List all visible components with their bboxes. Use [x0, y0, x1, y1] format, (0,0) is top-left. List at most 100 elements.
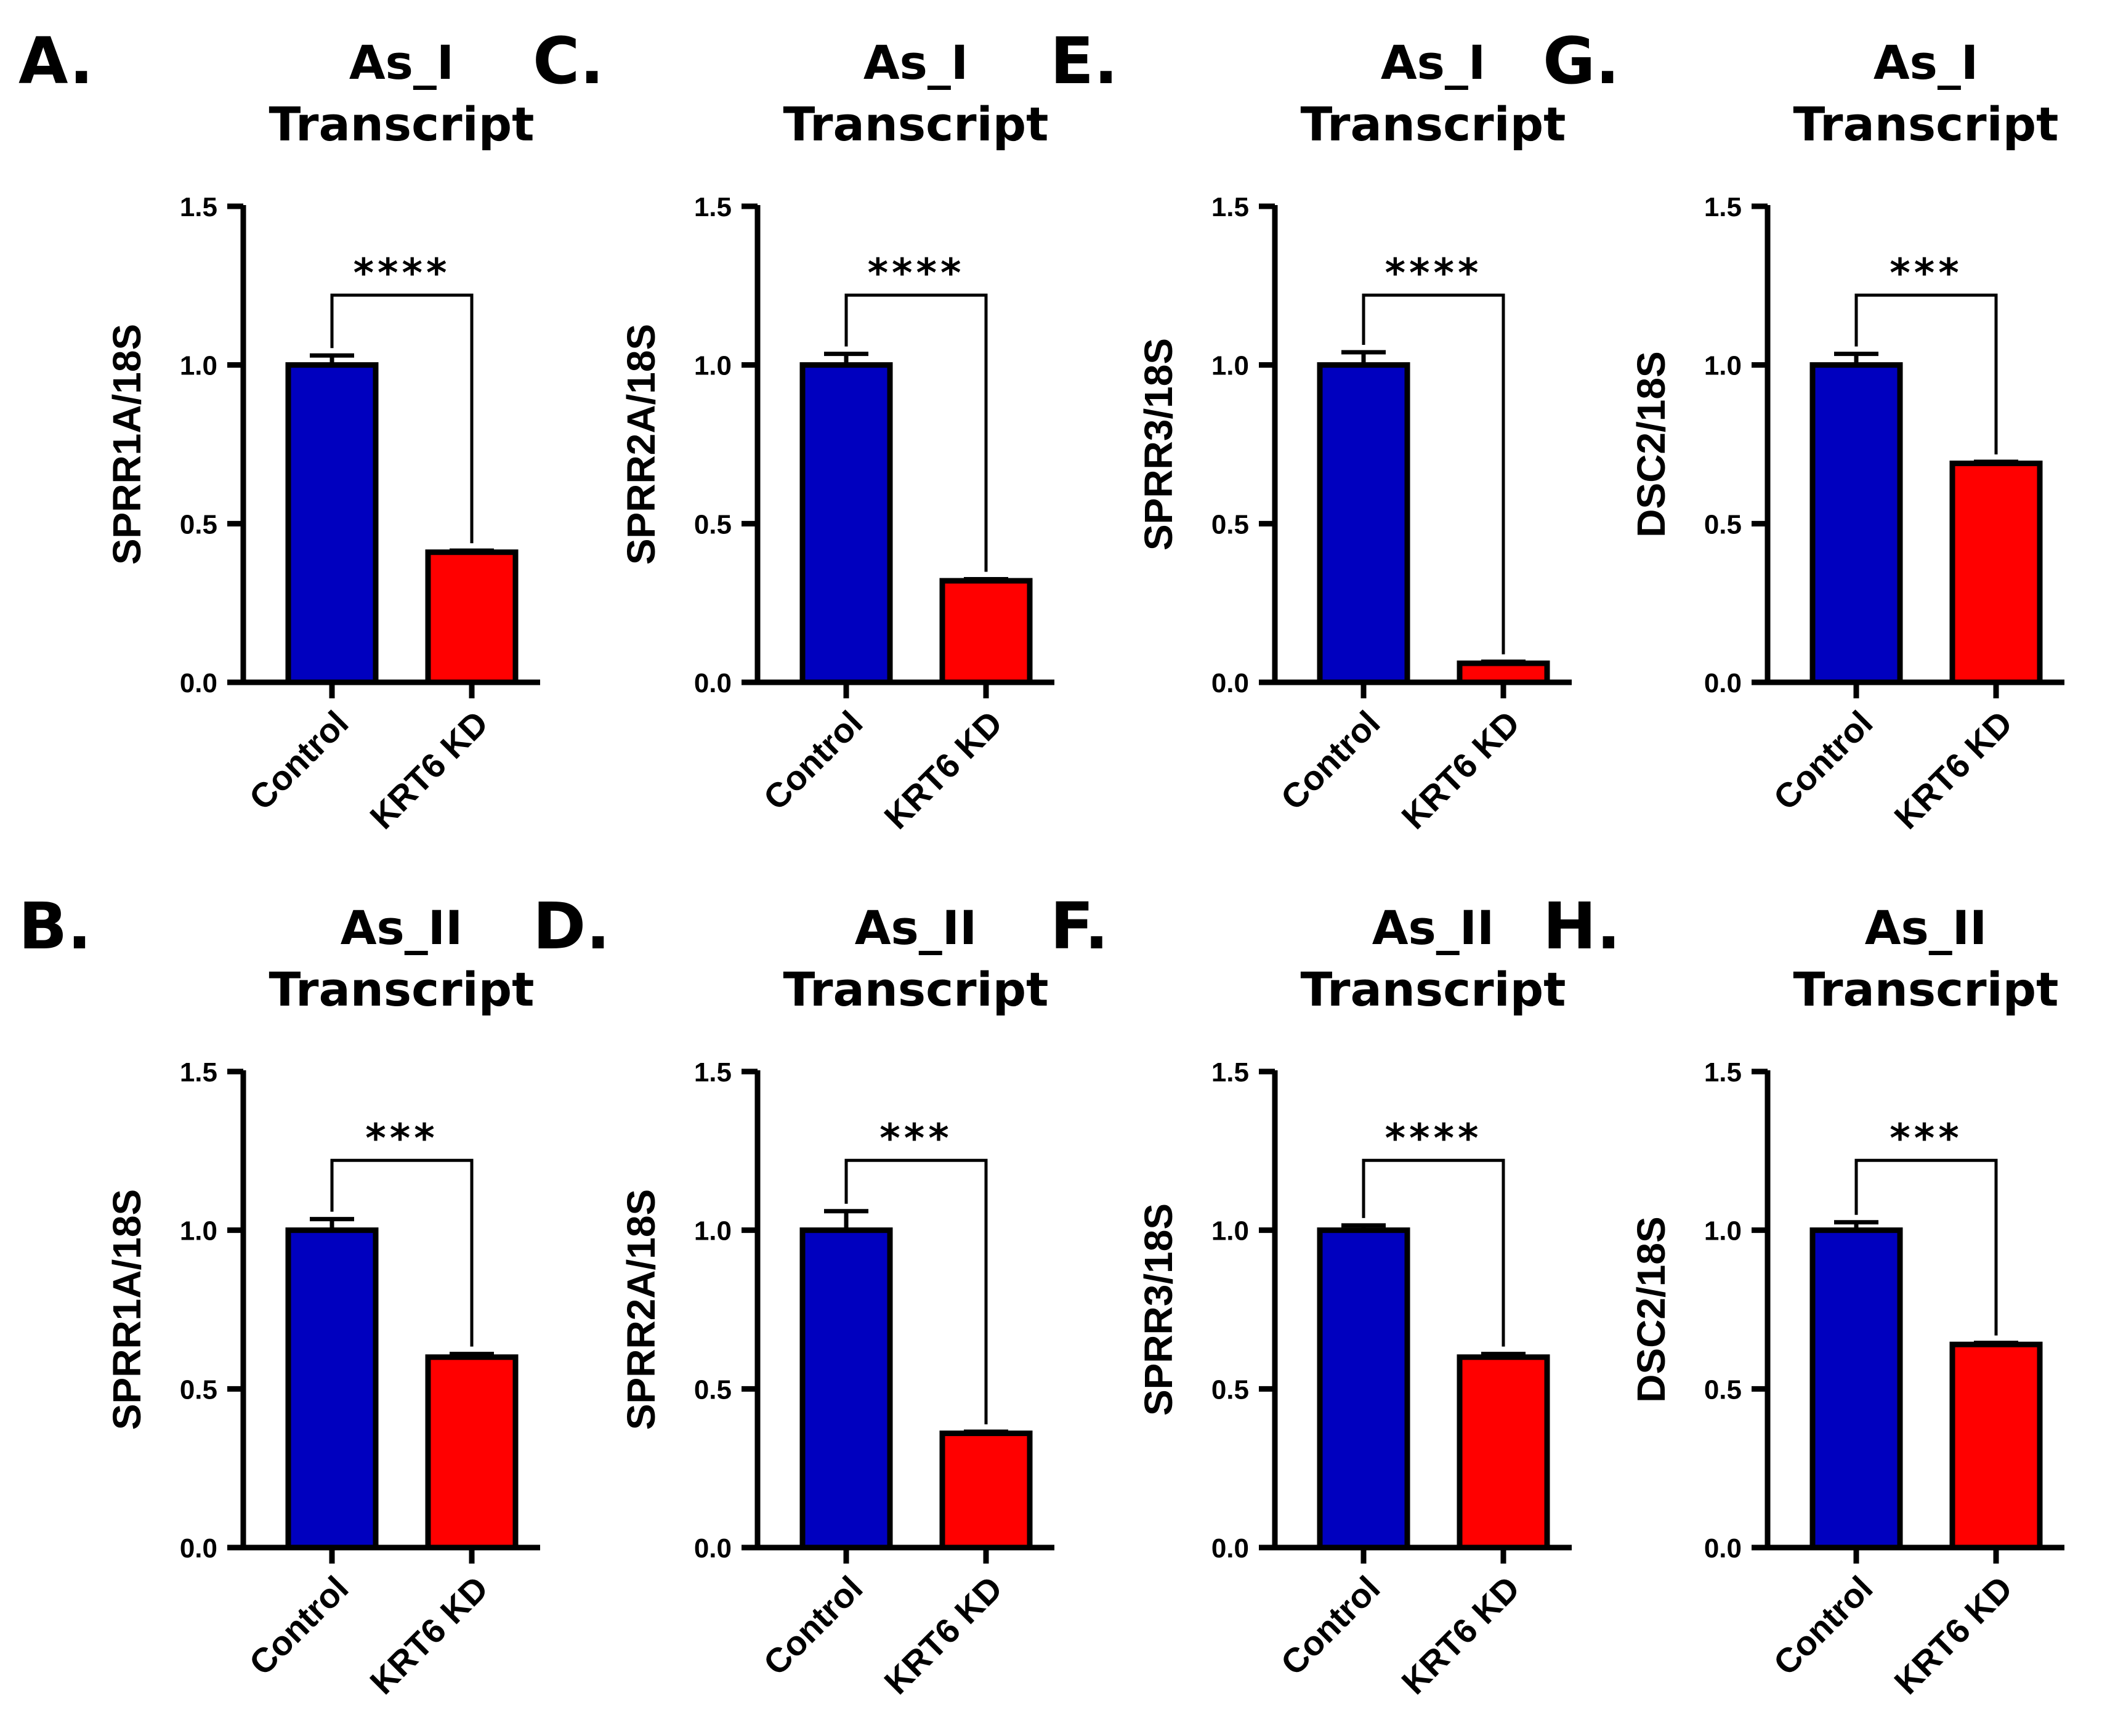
y-tick-label: 1.0	[180, 351, 217, 381]
chart-title-line2: Transcript	[1793, 97, 2059, 151]
y-tick-label: 1.0	[694, 351, 732, 381]
x-category-label: Control	[1766, 1568, 1880, 1682]
bar-control	[1317, 1227, 1410, 1551]
chart-title-line2: Transcript	[269, 962, 535, 1017]
y-tick-label: 0.5	[1704, 1375, 1742, 1405]
bar-krt6-kd	[939, 1430, 1033, 1551]
y-tick-label: 1.5	[694, 1057, 732, 1088]
panel-letter: G.	[1543, 23, 1620, 99]
y-axis-label: SPRR1A/18S	[105, 1189, 149, 1430]
chart-title-line2: Transcript	[1301, 962, 1566, 1017]
y-axis-label: SPRR2A/18S	[619, 1189, 663, 1430]
significance-stars: ***	[879, 1116, 952, 1161]
y-tick-label: 0.5	[180, 509, 217, 539]
y-tick-label: 1.0	[1211, 351, 1249, 381]
chart-panel-h: H. As_II Transcript DSC2/18S 0.0 0.5 1.0 1.5 Con…	[1543, 889, 2064, 1702]
x-category-label: Control	[241, 1568, 355, 1682]
significance-stars: ****	[1385, 1116, 1482, 1161]
y-tick-label: 0.0	[180, 668, 217, 698]
y-tick-label: 0.5	[1211, 509, 1249, 539]
chart-title-line1: As_II	[1865, 900, 1987, 955]
bar-control	[799, 362, 893, 685]
significance-stars: ***	[1890, 1116, 1962, 1161]
bar-control	[1317, 362, 1410, 685]
x-category-label: KRT6 KD	[1394, 1568, 1527, 1702]
significance-bracket	[1854, 1158, 1998, 1336]
panel-letter: C.	[533, 23, 604, 99]
x-category-label: KRT6 KD	[1394, 703, 1527, 836]
chart-title-line1: As_I	[863, 35, 968, 90]
y-tick-label: 0.5	[694, 509, 732, 539]
significance-bracket	[1854, 293, 1998, 454]
chart-title-line1: As_I	[1381, 35, 1486, 90]
y-tick-label: 0.5	[694, 1375, 732, 1405]
y-axis-label: SPRR3/18S	[1136, 338, 1181, 551]
x-category-label: KRT6 KD	[362, 703, 495, 836]
y-axis-label: SPRR3/18S	[1136, 1203, 1181, 1416]
significance-stars: ****	[868, 251, 965, 296]
significance-stars: ****	[1385, 251, 1482, 296]
y-tick-label: 0.0	[1704, 668, 1742, 698]
y-tick-label: 1.5	[694, 192, 732, 222]
significance-bracket	[844, 1158, 988, 1424]
panel-letter: E.	[1050, 23, 1118, 99]
panel-letter: D.	[533, 889, 610, 964]
chart-title-line2: Transcript	[1793, 962, 2059, 1017]
chart-title-line2: Transcript	[783, 962, 1049, 1017]
chart-panel-c: C. As_I Transcript SPRR2A/18S 0.0 0.5 1.0 1.5 Co…	[533, 23, 1054, 836]
bar-krt6-kd	[1949, 1341, 2043, 1551]
y-axis-label: SPRR2A/18S	[619, 324, 663, 565]
y-tick-label: 1.0	[1211, 1216, 1249, 1246]
bar-krt6-kd	[425, 549, 519, 685]
bar-krt6-kd	[1457, 1354, 1550, 1551]
panel-letter: H.	[1543, 889, 1621, 964]
significance-stars: ***	[1890, 251, 1962, 296]
y-tick-label: 1.5	[180, 1057, 217, 1088]
panel-letter: B.	[18, 889, 92, 964]
x-category-label: KRT6 KD	[876, 703, 1009, 836]
x-category-label: Control	[1273, 703, 1387, 817]
y-tick-label: 0.0	[180, 1533, 217, 1564]
y-tick-label: 1.5	[1704, 1057, 1742, 1088]
x-category-label: Control	[756, 1568, 870, 1682]
y-tick-label: 1.5	[1211, 1057, 1249, 1088]
significance-bracket	[330, 1158, 474, 1347]
chart-title-line2: Transcript	[1301, 97, 1566, 151]
y-tick-label: 1.5	[1704, 192, 1742, 222]
significance-stars: ***	[365, 1116, 438, 1161]
y-tick-label: 0.5	[180, 1375, 217, 1405]
chart-panel-g: G. As_I Transcript DSC2/18S 0.0 0.5 1.0 1.5 Cont…	[1543, 23, 2064, 836]
y-tick-label: 0.0	[1211, 668, 1249, 698]
chart-panel-b: B. As_II Transcript SPRR1A/18S 0.0 0.5 1.0 1.5 C…	[18, 889, 540, 1702]
significance-bracket	[1362, 1158, 1505, 1347]
x-category-label: Control	[1766, 703, 1880, 817]
chart-panel-e: E. As_I Transcript SPRR3/18S 0.0 0.5 1.0 1.5 Con…	[1050, 23, 1572, 836]
x-category-label: KRT6 KD	[1886, 703, 2019, 836]
y-axis-label: DSC2/18S	[1629, 1216, 1673, 1402]
x-category-label: KRT6 KD	[876, 1568, 1009, 1702]
bar-krt6-kd	[1457, 660, 1550, 685]
y-tick-label: 1.5	[1211, 192, 1249, 222]
y-tick-label: 0.0	[694, 668, 732, 698]
bar-control	[799, 1227, 893, 1551]
y-tick-label: 1.5	[180, 192, 217, 222]
y-axis-label: SPRR1A/18S	[105, 324, 149, 565]
bar-control	[1809, 1227, 1903, 1551]
panel-letter: F.	[1050, 889, 1109, 964]
chart-panel-d: D. As_II Transcript SPRR2A/18S 0.0 0.5 1.0 1.5 C…	[533, 889, 1054, 1702]
x-category-label: KRT6 KD	[362, 1568, 495, 1702]
bar-control	[1809, 362, 1903, 685]
y-axis-label: DSC2/18S	[1629, 351, 1673, 537]
y-tick-label: 0.0	[1704, 1533, 1742, 1564]
chart-title-line2: Transcript	[783, 97, 1049, 151]
y-tick-label: 1.0	[1704, 1216, 1742, 1246]
significance-bracket	[1362, 293, 1505, 655]
significance-stars: ****	[354, 251, 451, 296]
y-tick-label: 1.0	[694, 1216, 732, 1246]
chart-title-line1: As_I	[349, 35, 454, 90]
x-category-label: Control	[1273, 1568, 1387, 1682]
bar-control	[285, 362, 379, 685]
x-category-label: KRT6 KD	[1886, 1568, 2019, 1702]
y-tick-label: 0.0	[1211, 1533, 1249, 1564]
